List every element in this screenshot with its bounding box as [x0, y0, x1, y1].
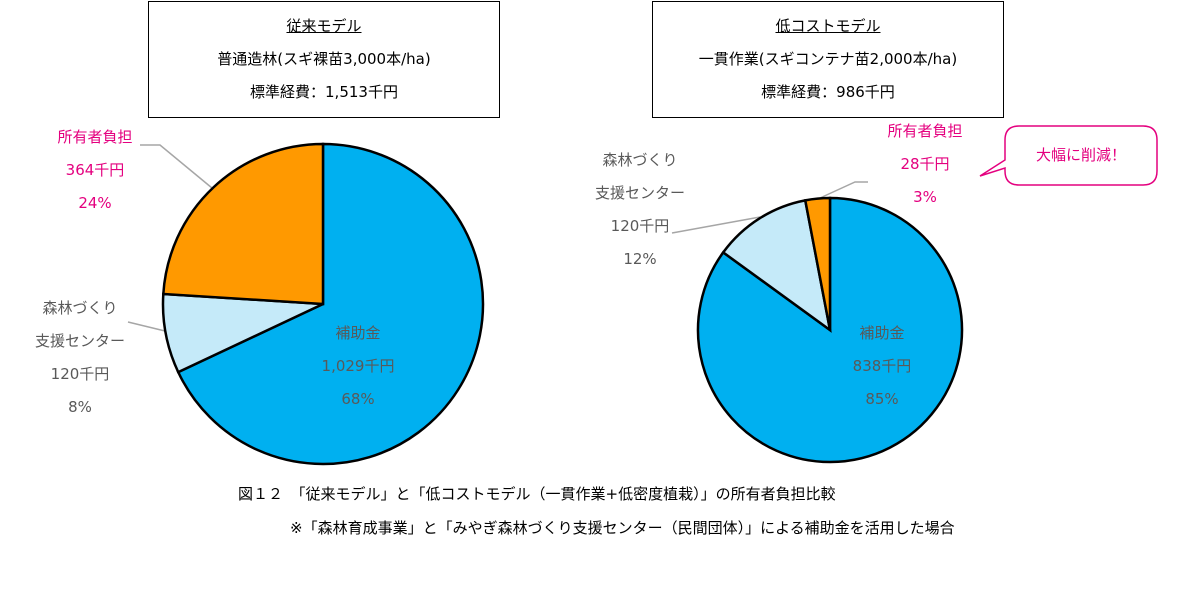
pie-slice — [721, 198, 832, 333]
amount-label: 838千円 — [852, 357, 912, 375]
category-label: 補助金 — [335, 324, 381, 342]
header-box: 従来モデル普通造林(スギ裸苗3,000本/ha) 標準経費：1,513千円 — [148, 1, 500, 118]
caption: 図１２ 「従来モデル」と「低コストモデル（一貫作業+低密度植栽）」の所有者負担比… — [238, 485, 836, 503]
callout-shape — [979, 125, 1158, 186]
annotation: 大幅に削減！ — [1035, 146, 1126, 164]
note: ※「森林育成事業」と「みやぎ森林づくり支援センター（民間団体）」による補助金を活… — [290, 519, 955, 537]
header-line: 従来モデル — [286, 17, 362, 35]
header-box: 低コストモデル一貫作業(スギコンテナ苗2,000本/ha) 標準経費：986千円 — [652, 1, 1004, 118]
header-line: 普通造林(スギ裸苗3,000本/ha) — [217, 50, 431, 68]
category-label: 所有者負担 — [57, 128, 133, 146]
category-label: 補助金 — [859, 324, 905, 342]
percent-label: 12% — [623, 250, 657, 268]
header-line: 一貫作業(スギコンテナ苗2,000本/ha) — [698, 50, 958, 68]
leader-line — [140, 144, 213, 189]
percent-label: 85% — [865, 390, 899, 408]
category-label: 森林づくり 支援センター — [594, 151, 686, 202]
amount-label: 1,029千円 — [321, 357, 395, 375]
leader-line — [127, 321, 166, 332]
leader-line — [819, 181, 868, 199]
percent-label: 8% — [68, 398, 92, 416]
leader-line — [671, 216, 761, 234]
amount-label: 120千円 — [610, 217, 670, 235]
header-line: 標準経費：1,513千円 — [250, 83, 398, 101]
header-line: 標準経費：986千円 — [761, 83, 895, 101]
slice-label: 補助金 1,029千円 68% — [322, 317, 431, 416]
amount-label: 364千円 — [65, 161, 125, 179]
slice-label: 森林づくり 支援センター 120千円 12% — [595, 144, 730, 276]
pie-slice — [803, 196, 832, 331]
percent-label: 68% — [341, 390, 375, 408]
pie-slice — [161, 142, 325, 306]
amount-label: 120千円 — [50, 365, 110, 383]
amount-label: 28千円 — [900, 155, 950, 173]
slice-label: 森林づくり 支援センター 120千円 8% — [35, 292, 170, 424]
slice-label: 所有者負担 28千円 3% — [887, 115, 1000, 214]
percent-label: 24% — [78, 194, 112, 212]
pie-slice — [176, 142, 485, 466]
slice-label: 補助金 838千円 85% — [853, 317, 941, 416]
header-line: 低コストモデル — [775, 17, 881, 35]
category-label: 所有者負担 — [887, 122, 963, 140]
percent-label: 3% — [913, 188, 937, 206]
slice-label: 所有者負担 364千円 24% — [57, 121, 170, 220]
category-label: 森林づくり 支援センター — [34, 299, 126, 350]
